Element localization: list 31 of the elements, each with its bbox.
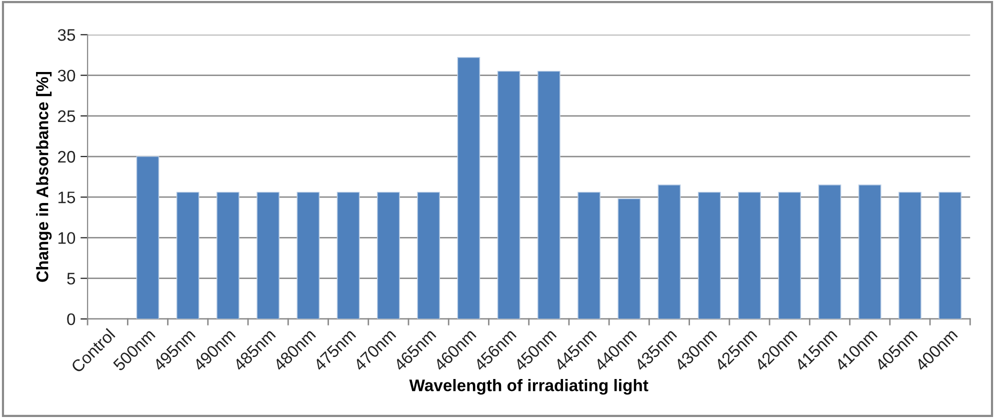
y-tick-label: 15 — [58, 192, 76, 204]
y-tick-label: 10 — [58, 232, 76, 244]
bar — [698, 192, 721, 319]
bar — [898, 192, 922, 319]
y-tick-label: 5 — [67, 272, 76, 285]
x-axis-title: Wavelength of irradiating light — [409, 379, 648, 395]
bar — [256, 192, 280, 319]
bar — [578, 192, 600, 319]
bar — [658, 184, 681, 319]
bar — [618, 198, 641, 319]
bar — [216, 192, 240, 319]
bar — [296, 192, 320, 319]
bar — [376, 192, 400, 319]
bar — [537, 70, 560, 319]
bar — [136, 156, 160, 319]
y-tick-label: 30 — [58, 70, 76, 82]
y-axis-title: Change in Absorbance [%] — [36, 72, 52, 282]
y-tick-label: 0 — [67, 313, 76, 326]
bar — [818, 184, 842, 319]
bar — [336, 192, 360, 319]
bar — [858, 184, 882, 319]
y-tick-label: 20 — [58, 150, 76, 163]
bar — [176, 192, 200, 319]
bar — [497, 70, 520, 319]
bar — [417, 192, 440, 319]
bar — [938, 192, 962, 319]
bar — [778, 192, 802, 319]
y-tick-label: 25 — [58, 110, 76, 122]
bar — [457, 57, 480, 319]
y-tick-label: 35 — [58, 29, 76, 41]
bar — [738, 192, 761, 319]
